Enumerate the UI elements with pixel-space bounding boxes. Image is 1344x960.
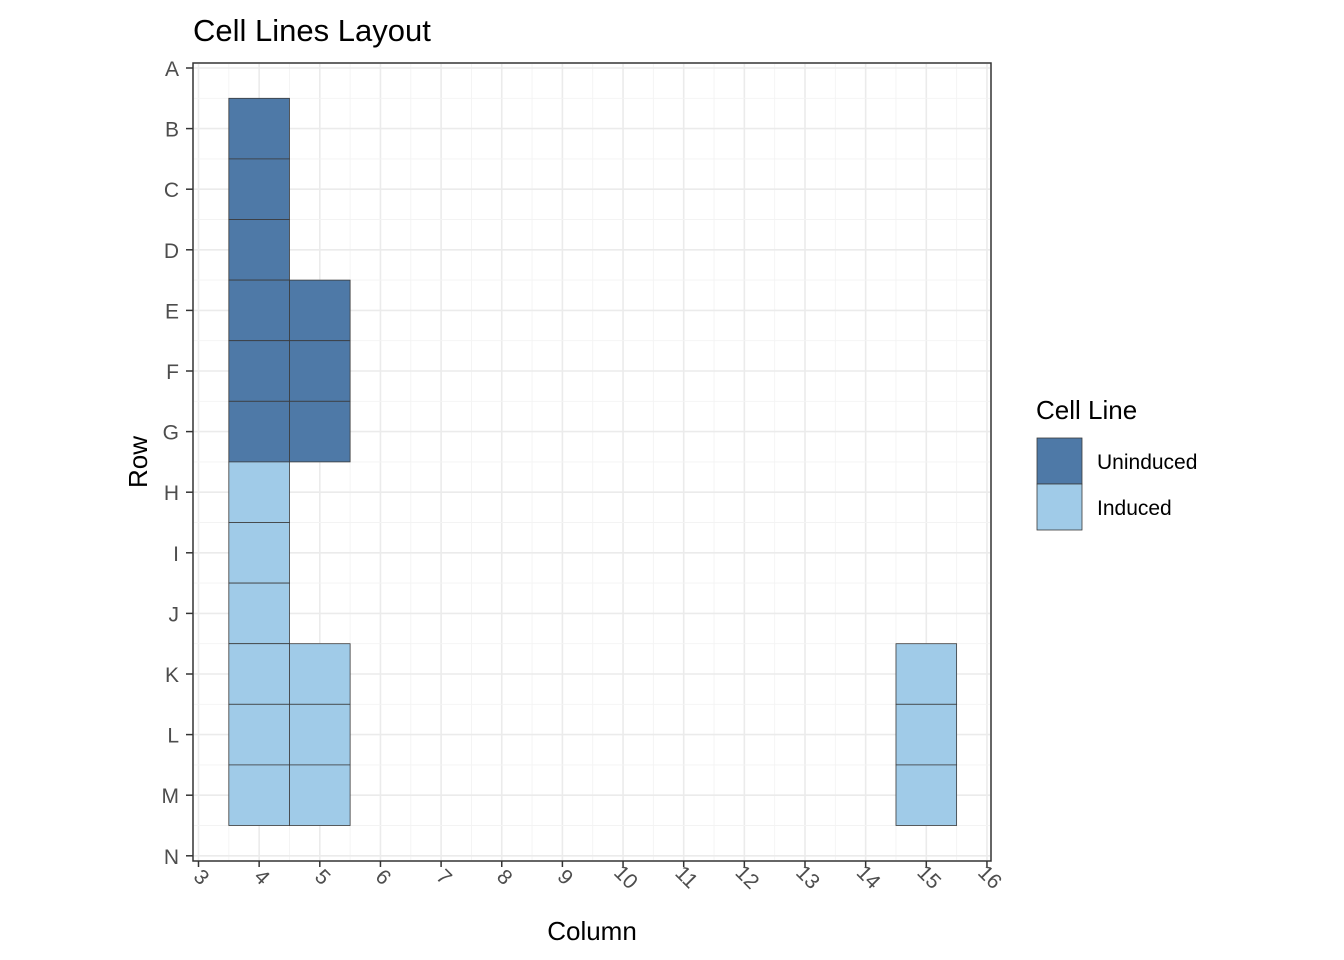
y-tick-label: G <box>163 422 179 445</box>
cell-induced-M15 <box>895 764 958 826</box>
cells <box>228 97 958 826</box>
y-tick-label: M <box>162 785 180 808</box>
cell-induced-K4 <box>228 643 290 705</box>
legend-key-induced <box>1036 483 1083 531</box>
y-tick-label: H <box>164 482 179 505</box>
x-tick-label: 14 <box>852 861 885 894</box>
legend-title: Cell Line <box>1036 395 1137 425</box>
x-tick-label: 6 <box>371 865 396 890</box>
y-tick-label: D <box>164 240 179 263</box>
y-tick-label: N <box>164 846 179 869</box>
x-tick-label: 3 <box>189 865 214 890</box>
x-tick-label: 9 <box>553 865 578 890</box>
grid <box>194 64 990 860</box>
x-tick-label: 8 <box>492 865 517 890</box>
cell-induced-L15 <box>895 703 958 766</box>
y-tick-label: J <box>169 603 180 626</box>
cell-induced-I4 <box>228 522 290 584</box>
y-axis-title: Row <box>123 436 153 488</box>
cell-induced-L4 <box>228 703 290 766</box>
y-tick-label: F <box>166 361 179 384</box>
cell-uninduced-E5 <box>289 279 351 342</box>
legend-label-uninduced: Uninduced <box>1097 451 1197 474</box>
y-tick-label: B <box>165 119 179 142</box>
cell-uninduced-E4 <box>228 279 290 342</box>
y-tick-label: L <box>167 725 179 748</box>
x-tick-label: 13 <box>791 861 824 894</box>
x-tick-label: 15 <box>913 861 946 894</box>
y-axis: A B C D E F G H I J K L M N <box>162 58 193 869</box>
y-tick-label: E <box>165 300 179 323</box>
cell-uninduced-F4 <box>228 340 290 402</box>
legend-key-uninduced <box>1036 437 1083 485</box>
x-tick-label: 4 <box>249 865 274 890</box>
cell-uninduced-G5 <box>289 400 351 463</box>
panel-border <box>192 62 992 862</box>
x-tick-label: 5 <box>310 865 335 890</box>
x-tick-label: 10 <box>609 861 642 894</box>
cell-induced-K15 <box>895 643 958 705</box>
x-tick-label: 7 <box>431 865 456 890</box>
y-tick-label: C <box>164 179 179 202</box>
x-tick-label: 16 <box>973 861 1006 894</box>
chart-title: Cell Lines Layout <box>193 13 431 48</box>
y-tick-label: I <box>173 543 179 566</box>
legend-label-induced: Induced <box>1097 497 1172 520</box>
x-tick-label: 11 <box>670 862 702 894</box>
x-axis: 3 4 5 6 7 8 9 10 11 12 13 14 15 16 <box>189 861 1006 894</box>
x-tick-label: 12 <box>731 861 764 894</box>
cell-induced-L5 <box>289 703 351 766</box>
cell-induced-K5 <box>289 643 351 705</box>
cell-uninduced-D4 <box>228 219 290 281</box>
cell-uninduced-F5 <box>289 340 351 402</box>
cell-induced-M5 <box>289 764 351 826</box>
cell-induced-J4 <box>228 582 290 645</box>
y-tick-label: K <box>165 664 179 687</box>
cell-induced-M4 <box>228 764 290 826</box>
legend: Cell Line Uninduced Induced <box>1036 395 1197 531</box>
cell-uninduced-B4 <box>228 97 290 160</box>
cell-uninduced-G4 <box>228 400 290 463</box>
y-tick-label: A <box>165 58 179 81</box>
cell-induced-H4 <box>228 461 290 523</box>
cell-uninduced-C4 <box>228 158 290 220</box>
x-axis-title: Column <box>547 916 637 946</box>
